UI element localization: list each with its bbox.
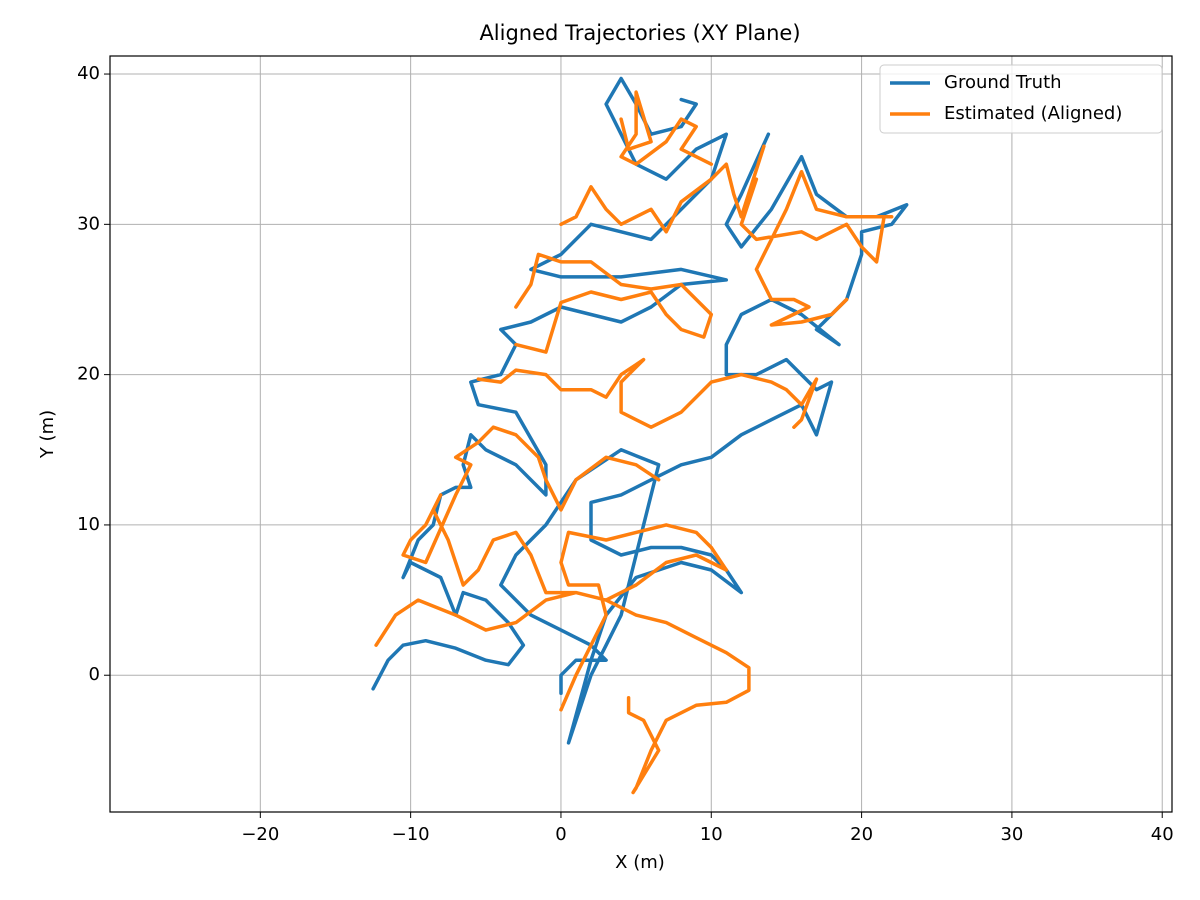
y-tick-label: 0 — [89, 664, 100, 685]
x-tick-label: 20 — [850, 824, 873, 845]
trajectory-line — [374, 90, 894, 795]
trajectory-line — [371, 76, 909, 745]
y-tick-label: 30 — [77, 213, 100, 234]
x-tick-label: −20 — [241, 824, 279, 845]
y-tick-label: 40 — [77, 63, 100, 84]
legend-label: Ground Truth — [944, 72, 1062, 93]
x-axis-label: X (m) — [615, 852, 665, 873]
x-tick-label: 10 — [700, 824, 723, 845]
x-tick-label: 40 — [1151, 824, 1174, 845]
legend-label: Estimated (Aligned) — [944, 103, 1122, 124]
x-tick-label: −10 — [392, 824, 430, 845]
chart-title: Aligned Trajectories (XY Plane) — [479, 21, 800, 45]
plot-frame — [109, 55, 1173, 813]
x-tick-label: 0 — [555, 824, 566, 845]
y-axis-label: Y (m) — [37, 410, 58, 459]
y-tick-label: 10 — [77, 514, 100, 535]
x-tick-label: 30 — [1000, 824, 1023, 845]
legend-box — [879, 64, 1163, 134]
y-tick-label: 20 — [77, 364, 100, 385]
